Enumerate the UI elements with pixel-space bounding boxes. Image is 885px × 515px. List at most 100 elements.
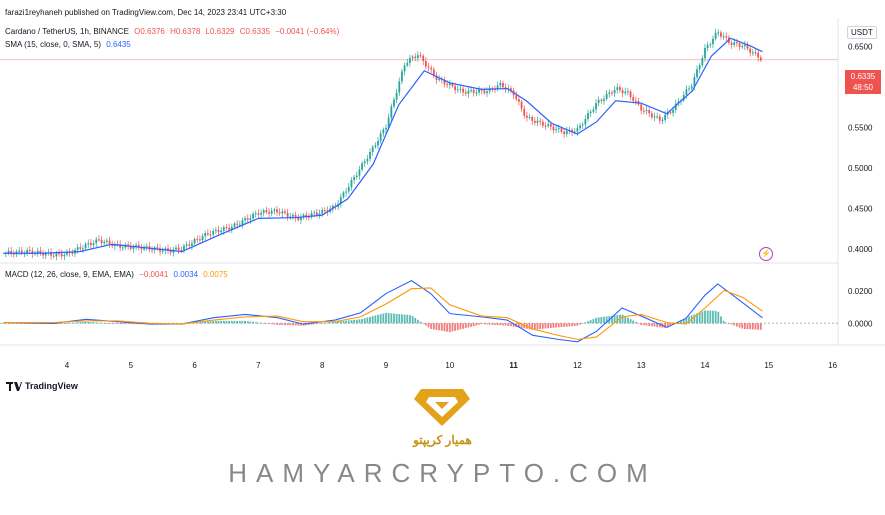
macd-histogram-bar bbox=[238, 320, 241, 324]
macd-histogram-bar bbox=[124, 323, 127, 325]
macd-histogram-bar bbox=[464, 323, 467, 329]
macd-histogram-bar bbox=[478, 323, 480, 325]
macd-histogram-bar bbox=[90, 322, 92, 324]
lightning-icon[interactable]: ⚡ bbox=[759, 247, 773, 261]
candle-body bbox=[496, 85, 499, 90]
candle-body bbox=[613, 89, 616, 94]
macd-legend: MACD (12, 26, close, 9, EMA, EMA) −0.004… bbox=[5, 270, 228, 279]
macd-histogram-bar bbox=[573, 323, 576, 326]
macd-histogram-bar bbox=[326, 322, 329, 324]
macd-histogram-bar bbox=[105, 323, 108, 324]
macd-histogram-bar bbox=[712, 310, 714, 324]
time-tick-label-5: 9 bbox=[384, 361, 389, 370]
macd-histogram-bar bbox=[653, 323, 656, 327]
macd-histogram-bar bbox=[621, 314, 624, 324]
macd-histogram-bar bbox=[730, 323, 733, 325]
macd-histogram-bar bbox=[371, 316, 374, 324]
time-tick-label-8: 12 bbox=[573, 361, 582, 370]
candle-body bbox=[669, 112, 672, 114]
candle-body bbox=[733, 42, 736, 45]
candle-body bbox=[424, 60, 427, 67]
time-tick-label-3: 7 bbox=[256, 361, 261, 370]
candle-body bbox=[616, 87, 619, 90]
macd-histogram-bar bbox=[401, 314, 403, 324]
candle-body bbox=[451, 83, 454, 87]
time-tick-label-7: 11 bbox=[509, 361, 518, 370]
candle-body bbox=[696, 69, 698, 78]
candle-body bbox=[52, 255, 55, 257]
candle-body bbox=[393, 99, 395, 107]
candle-body bbox=[480, 89, 483, 91]
candle-body bbox=[135, 245, 138, 248]
currency-button[interactable]: USDT bbox=[847, 26, 877, 39]
candle-body bbox=[212, 230, 215, 235]
macd-histogram-bar bbox=[315, 323, 318, 324]
macd-histogram-bar bbox=[385, 312, 387, 324]
candle-body bbox=[576, 128, 579, 132]
macd-histogram-bar bbox=[494, 323, 496, 325]
macd-histogram-bar bbox=[728, 323, 730, 324]
candle-body bbox=[603, 98, 605, 101]
candle-body bbox=[557, 128, 560, 130]
macd-histogram-bar bbox=[499, 323, 502, 326]
macd-histogram-bar bbox=[329, 322, 332, 324]
candle-body bbox=[71, 252, 74, 254]
macd-histogram-bar bbox=[736, 323, 738, 327]
candle-body bbox=[698, 65, 701, 70]
macd-histogram-bar bbox=[722, 320, 725, 324]
candle-body bbox=[121, 247, 124, 249]
tradingview-label: TradingView bbox=[25, 381, 78, 391]
macd-histogram-bar bbox=[331, 321, 334, 324]
candle-body bbox=[581, 124, 584, 126]
macd-histogram-bar bbox=[563, 323, 566, 327]
macd-histogram-bar bbox=[395, 313, 398, 324]
candle-body bbox=[159, 248, 161, 252]
macd-histogram-bar bbox=[76, 322, 79, 324]
candle-body bbox=[395, 92, 398, 100]
price-tick-label-4: 0.4500 bbox=[848, 205, 873, 214]
candle-body bbox=[339, 197, 342, 204]
macd-histogram-bar bbox=[204, 321, 207, 324]
macd-histogram-bar bbox=[212, 320, 215, 324]
candle-body bbox=[717, 32, 720, 34]
candle-body bbox=[50, 252, 52, 256]
candle-body bbox=[55, 253, 58, 257]
candle-body bbox=[323, 209, 326, 211]
time-tick-label-4: 8 bbox=[320, 361, 325, 370]
hamyarcrypto-logo-icon bbox=[414, 389, 470, 426]
candle-body bbox=[720, 32, 722, 37]
sma-legend: SMA (15, close, 0, SMA, 5) 0.6435 bbox=[5, 40, 131, 49]
macd-histogram-bar bbox=[587, 321, 589, 324]
candle-body bbox=[204, 233, 207, 237]
candle-body bbox=[743, 44, 746, 47]
macd-histogram-bar bbox=[369, 316, 371, 324]
candle-body bbox=[286, 212, 289, 217]
candle-body bbox=[430, 67, 433, 70]
macd-histogram-bar bbox=[411, 316, 414, 324]
candle-body bbox=[464, 92, 467, 94]
candle-body bbox=[347, 187, 350, 192]
candle-body bbox=[281, 211, 284, 214]
candle-body bbox=[382, 129, 385, 134]
macd-histogram-bar bbox=[701, 311, 704, 324]
macd-histogram-bar bbox=[496, 323, 499, 326]
macd-histogram-bar bbox=[84, 321, 87, 324]
macd-histogram-bar bbox=[68, 322, 71, 324]
macd-histogram-bar bbox=[613, 315, 616, 324]
candle-body bbox=[371, 146, 374, 152]
macd-histogram-bar bbox=[688, 316, 690, 324]
candle-body bbox=[385, 127, 387, 130]
macd-histogram-bar bbox=[544, 323, 547, 329]
macd-histogram-bar bbox=[696, 313, 698, 324]
macd-histogram-bar bbox=[361, 318, 363, 324]
macd-histogram-bar bbox=[214, 320, 217, 324]
candle-body bbox=[31, 250, 34, 255]
candle-body bbox=[199, 239, 201, 241]
macd-histogram-bar bbox=[549, 323, 552, 329]
macd-histogram-bar bbox=[443, 323, 446, 332]
candle-body bbox=[193, 239, 196, 244]
candle-body bbox=[12, 253, 15, 255]
candle-body bbox=[674, 103, 677, 110]
macd-histogram-bar bbox=[278, 323, 281, 325]
macd-histogram-bar bbox=[650, 323, 653, 327]
